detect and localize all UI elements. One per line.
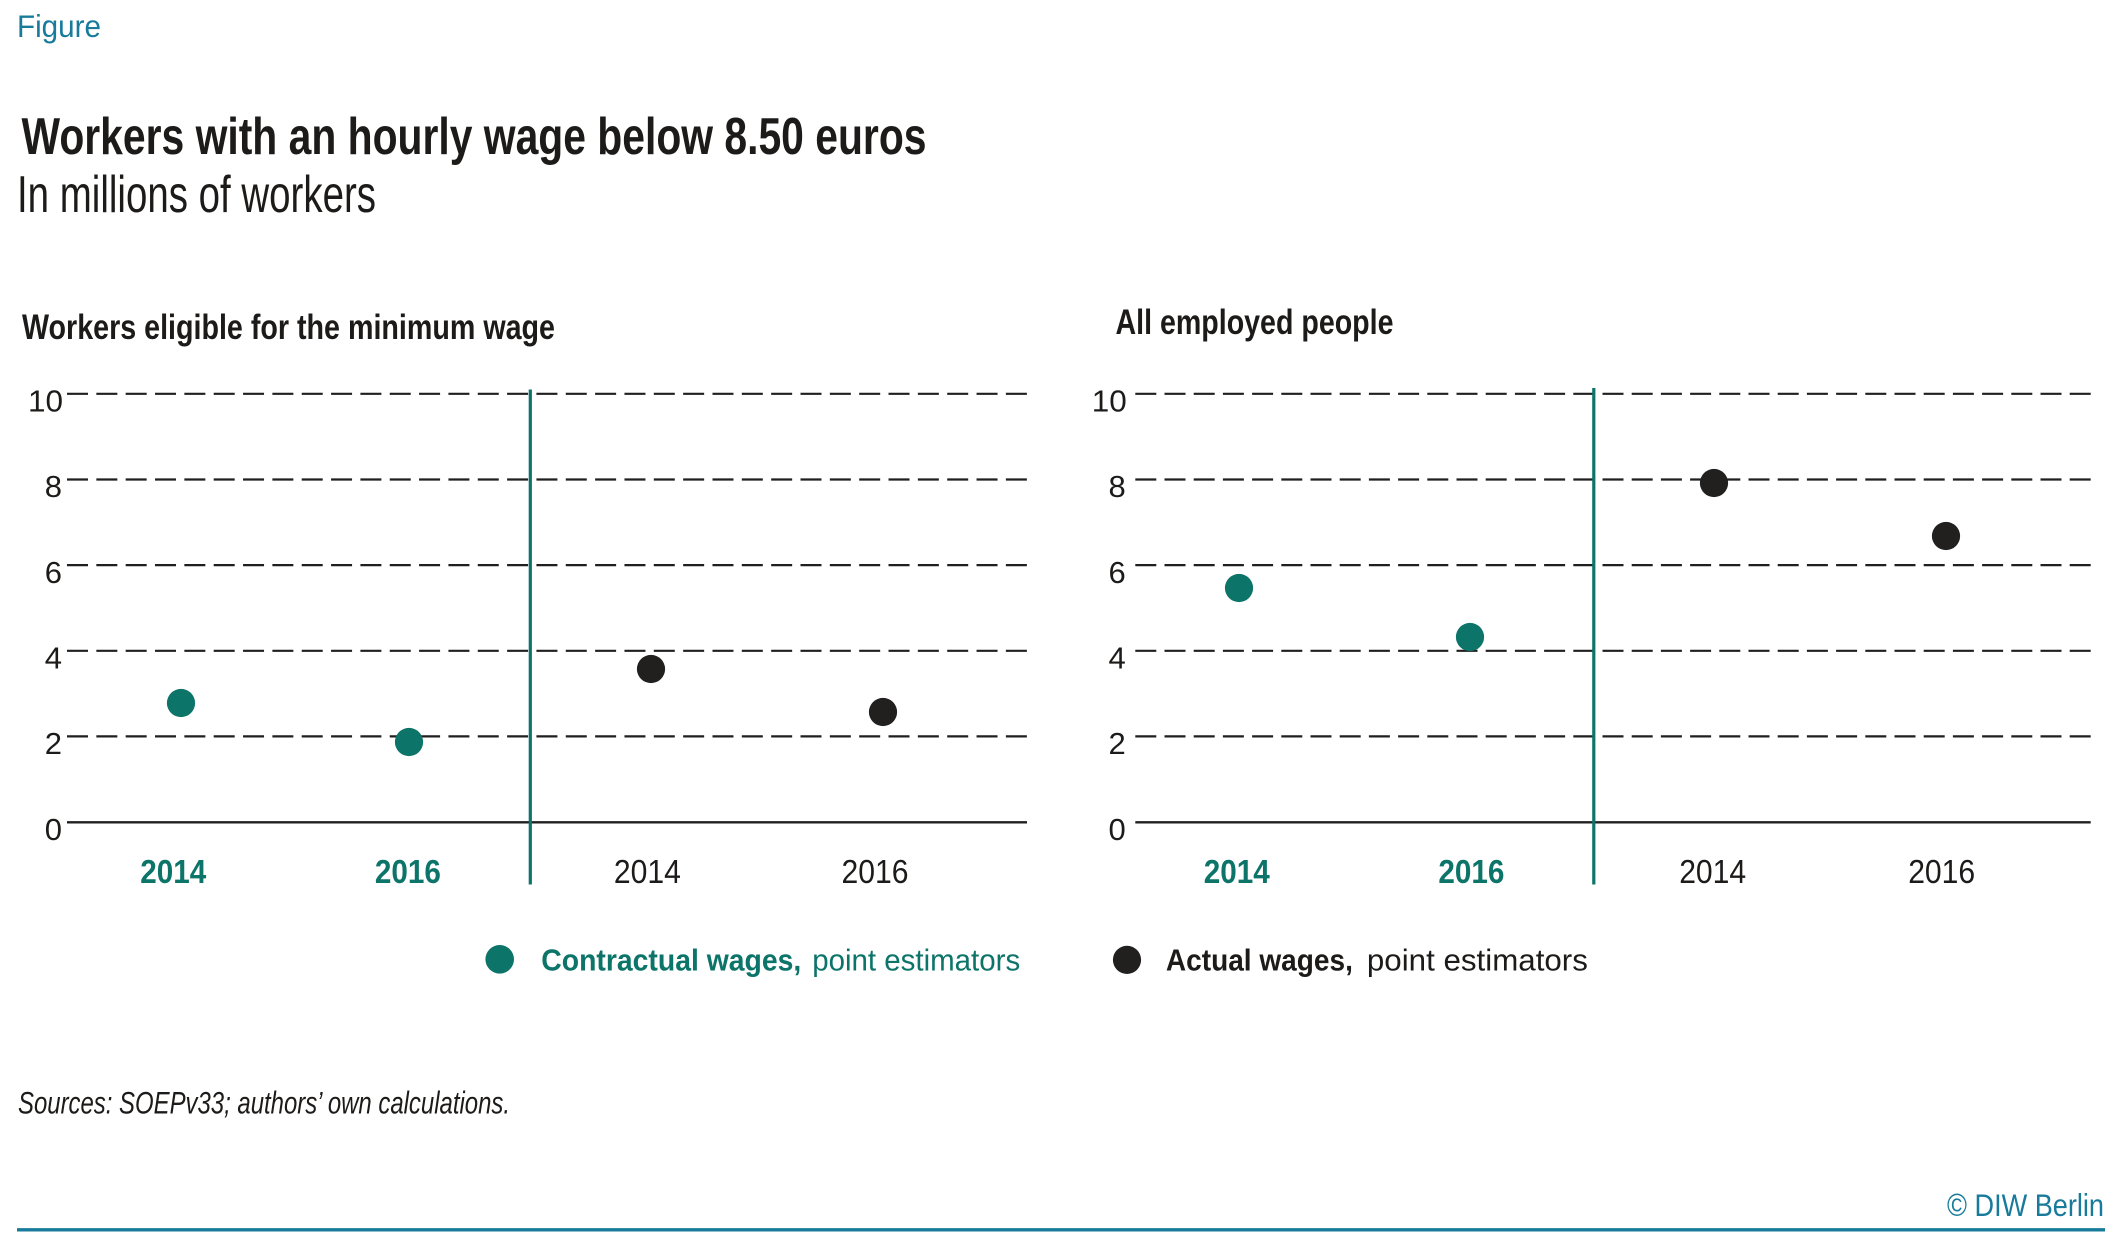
svg-text:2016: 2016 xyxy=(1908,853,1975,890)
svg-text:2014: 2014 xyxy=(140,853,207,890)
svg-text:6: 6 xyxy=(1109,555,1126,590)
svg-text:8: 8 xyxy=(45,469,62,504)
svg-text:2014: 2014 xyxy=(1204,853,1271,890)
svg-text:6: 6 xyxy=(45,555,62,590)
svg-text:Sources: SOEPv33; authors’ own: Sources: SOEPv33; authors’ own calculati… xyxy=(18,1085,510,1121)
svg-text:4: 4 xyxy=(45,641,62,676)
svg-text:2016: 2016 xyxy=(375,853,441,890)
svg-text:In millions of workers: In millions of workers xyxy=(17,166,376,224)
svg-text:2016: 2016 xyxy=(1438,853,1504,890)
svg-text:Actual wages,: Actual wages, xyxy=(1166,942,1353,977)
svg-text:10: 10 xyxy=(28,384,63,419)
svg-text:0: 0 xyxy=(1109,812,1126,847)
svg-text:4: 4 xyxy=(1109,641,1126,676)
svg-text:10: 10 xyxy=(1092,384,1127,419)
svg-text:2: 2 xyxy=(45,726,62,761)
svg-text:Contractual wages,: Contractual wages, xyxy=(541,942,801,977)
svg-text:All employed people: All employed people xyxy=(1116,303,1394,342)
svg-text:2014: 2014 xyxy=(614,853,681,890)
svg-text:2: 2 xyxy=(1109,726,1126,761)
svg-text:8: 8 xyxy=(1109,469,1126,504)
svg-text:© DIW Berlin: © DIW Berlin xyxy=(1947,1187,2104,1223)
svg-text:point estimators: point estimators xyxy=(1367,942,1588,977)
svg-text:Workers eligible for the minim: Workers eligible for the minimum wage xyxy=(22,308,555,347)
svg-text:Figure: Figure xyxy=(17,8,101,44)
svg-text:2016: 2016 xyxy=(842,853,909,890)
svg-text:0: 0 xyxy=(45,812,62,847)
svg-text:Workers with an hourly wage be: Workers with an hourly wage below 8.50 e… xyxy=(22,108,927,166)
svg-text:point estimators: point estimators xyxy=(812,942,1020,977)
svg-text:2014: 2014 xyxy=(1679,853,1746,890)
